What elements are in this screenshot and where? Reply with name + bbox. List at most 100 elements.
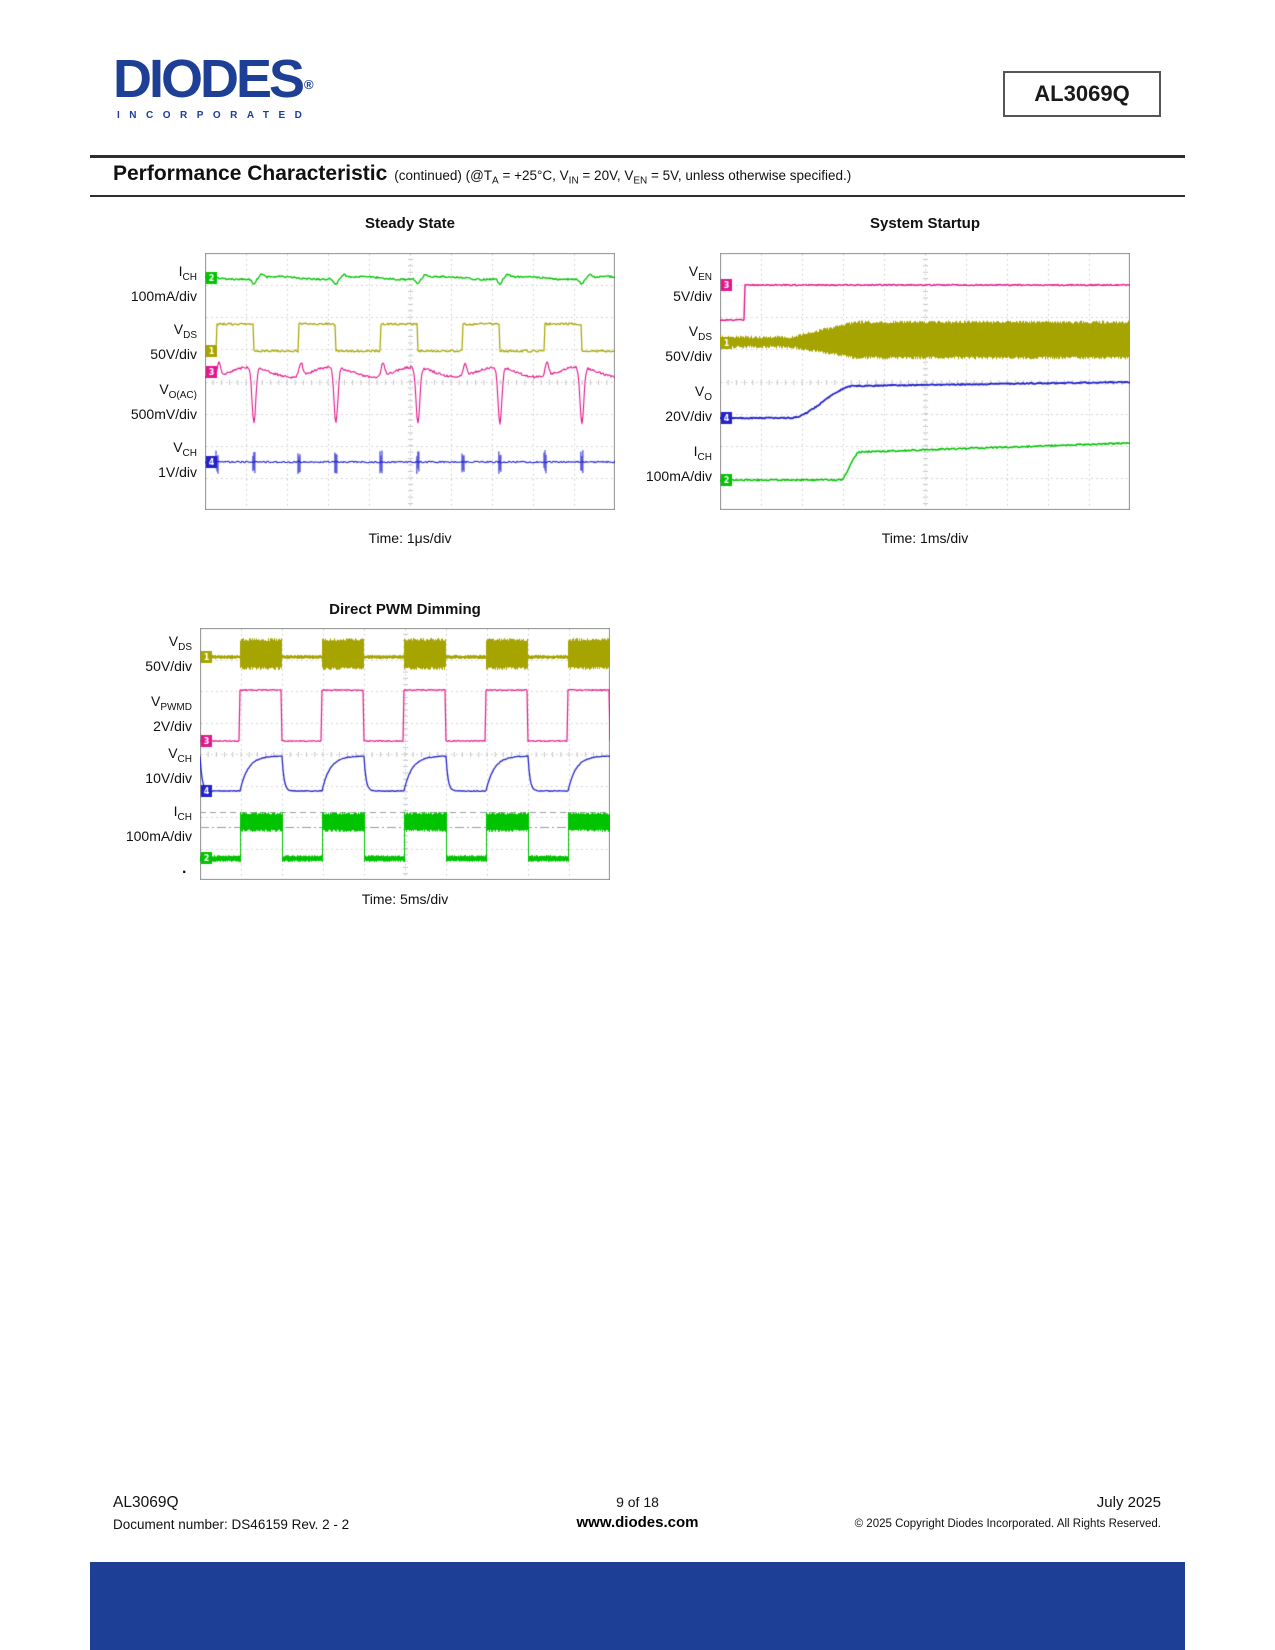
trace-symbol: V — [150, 693, 161, 709]
plot-title-steady-state: Steady State — [364, 215, 456, 232]
trace-symbol: V — [688, 323, 699, 339]
trace-symbol: V — [168, 633, 179, 649]
cond-text: = 5V, unless otherwise specified.) — [647, 168, 852, 183]
system-startup-oscilloscope — [720, 253, 1130, 510]
trace-subscript: CH — [177, 753, 192, 765]
section-conditions: (continued) (@TA = +25°C, VIN = 20V, VEN… — [394, 168, 851, 187]
trace-name: ICH — [646, 442, 712, 467]
trace-subscript: DS — [178, 641, 192, 653]
time-label-pwm-dimming: Time: 5ms/div — [361, 891, 449, 907]
trace-name: ICH — [131, 262, 197, 287]
trace-scale: 50V/div — [145, 657, 192, 674]
pwm-dimming-oscilloscope — [200, 628, 610, 880]
trace-symbol: V — [173, 321, 184, 337]
trace-scale: 100mA/div — [125, 827, 192, 844]
trace-name: VO — [665, 382, 712, 407]
steady-state-oscilloscope — [205, 253, 615, 510]
trace-label-steady-ich: ICH 100mA/div — [131, 262, 197, 306]
trace-subscript: CH — [177, 811, 192, 823]
trace-scale: 5V/div — [673, 287, 712, 304]
trace-name: VPWMD — [151, 692, 192, 717]
footer-left: AL3069Q Document number: DS46159 Rev. 2 … — [113, 1494, 349, 1532]
trace-subscript: DS — [698, 331, 712, 343]
trace-name: VDS — [665, 322, 712, 347]
trace-subscript: CH — [182, 447, 197, 459]
trace-scale: 20V/div — [665, 407, 712, 424]
footer-website-link[interactable]: www.diodes.com — [576, 1514, 699, 1531]
trace-symbol: I — [173, 803, 178, 819]
trace-scale: 10V/div — [145, 769, 192, 786]
trace-name: VCH — [158, 438, 197, 463]
trace-label-steady-vch: VCH 1V/div — [158, 438, 197, 482]
trace-subscript: O — [704, 391, 712, 403]
stray-mark: . — [182, 860, 187, 877]
trace-symbol: V — [688, 263, 699, 279]
time-label-system-startup: Time: 1ms/div — [881, 530, 969, 546]
trace-label-pwm-vch: VCH 10V/div — [145, 744, 192, 788]
cond-text: (continued) (@T — [394, 168, 493, 183]
footer-page-number: 9 of 18 — [616, 1494, 659, 1510]
section-title: Performance Characteristic — [113, 162, 388, 185]
trace-symbol: V — [159, 381, 169, 397]
trace-label-startup-ich: ICH 100mA/div — [646, 442, 712, 486]
logo-wordmark: DIODES ® — [113, 52, 314, 106]
trace-scale: 50V/div — [150, 345, 197, 362]
trace-label-pwm-vpwmd: VPWMD 2V/div — [151, 692, 192, 736]
trace-scale: 50V/div — [665, 347, 712, 364]
cond-sub-a: A — [492, 175, 499, 187]
trace-label-startup-vo: VO 20V/div — [665, 382, 712, 426]
footer-part-number: AL3069Q — [113, 1494, 179, 1511]
section-rule-top — [90, 155, 1185, 158]
logo-subtext: INCORPORATED — [117, 110, 312, 121]
diodes-logo: DIODES ® INCORPORATED — [113, 52, 314, 121]
footer-bar — [90, 1562, 1185, 1650]
trace-scale: 1V/div — [158, 463, 197, 480]
trace-name: VDS — [150, 320, 197, 345]
trace-subscript: CH — [182, 271, 197, 283]
trace-name: ICH — [126, 802, 192, 827]
footer-copyright: © 2025 Copyright Diodes Incorporated. Al… — [854, 1518, 1161, 1530]
footer-doc-number: Document number: DS46159 Rev. 2 - 2 — [113, 1517, 350, 1532]
trace-label-steady-vds: VDS 50V/div — [150, 320, 197, 364]
trace-subscript: PWMD — [160, 701, 192, 713]
trace-name: VEN — [673, 262, 712, 287]
footer-date: July 2025 — [1096, 1494, 1161, 1511]
trace-scale: 2V/div — [153, 717, 192, 734]
trace-name: VCH — [145, 744, 192, 769]
trace-name: VO(AC) — [131, 380, 197, 405]
section-rule-bottom — [90, 195, 1185, 197]
cond-text: = +25°C, V — [498, 168, 569, 183]
trace-label-startup-vds: VDS 50V/div — [665, 322, 712, 366]
trace-symbol: I — [178, 263, 183, 279]
trace-symbol: V — [173, 439, 183, 455]
plot-title-system-startup: System Startup — [869, 215, 981, 232]
trace-symbol: V — [168, 745, 178, 761]
cond-sub-in: IN — [568, 175, 579, 187]
trace-subscript: EN — [698, 271, 712, 283]
registered-trademark-icon: ® — [304, 77, 314, 92]
trace-subscript: CH — [697, 451, 712, 463]
trace-symbol: V — [694, 383, 705, 399]
trace-name: VDS — [145, 632, 192, 657]
trace-label-startup-ven: VEN 5V/div — [673, 262, 712, 306]
trace-symbol: I — [693, 443, 698, 459]
trace-subscript: O(AC) — [168, 389, 197, 401]
plot-title-pwm-dimming: Direct PWM Dimming — [329, 601, 481, 618]
part-number-box: AL3069Q — [1003, 71, 1161, 117]
footer-right: July 2025 © 2025 Copyright Diodes Incorp… — [855, 1494, 1161, 1530]
part-number: AL3069Q — [1034, 81, 1130, 106]
footer-center: 9 of 18 www.diodes.com — [90, 1494, 1185, 1531]
trace-label-pwm-vds: VDS 50V/div — [145, 632, 192, 676]
cond-text: = 20V, V — [578, 168, 634, 183]
trace-scale: 100mA/div — [130, 287, 197, 304]
logo-text: DIODES — [113, 49, 305, 109]
cond-sub-en: EN — [633, 175, 648, 187]
trace-subscript: DS — [183, 329, 197, 341]
trace-scale: 500mV/div — [130, 405, 197, 422]
section-heading: Performance Characteristic (continued) (… — [113, 162, 851, 187]
trace-label-steady-voac: VO(AC) 500mV/div — [131, 380, 197, 424]
trace-label-pwm-ich: ICH 100mA/div — [126, 802, 192, 846]
trace-scale: 100mA/div — [645, 467, 712, 484]
time-label-steady-state: Time: 1μs/div — [368, 530, 452, 546]
